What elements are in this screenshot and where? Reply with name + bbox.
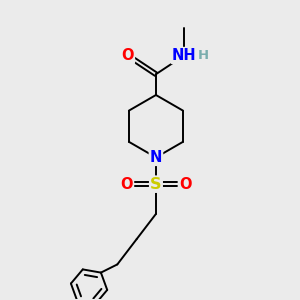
Text: H: H xyxy=(197,49,208,62)
Text: NH: NH xyxy=(172,48,196,63)
Text: S: S xyxy=(150,177,162,192)
Text: O: O xyxy=(179,177,191,192)
Text: O: O xyxy=(122,48,134,63)
Text: O: O xyxy=(121,177,133,192)
Text: N: N xyxy=(150,150,162,165)
